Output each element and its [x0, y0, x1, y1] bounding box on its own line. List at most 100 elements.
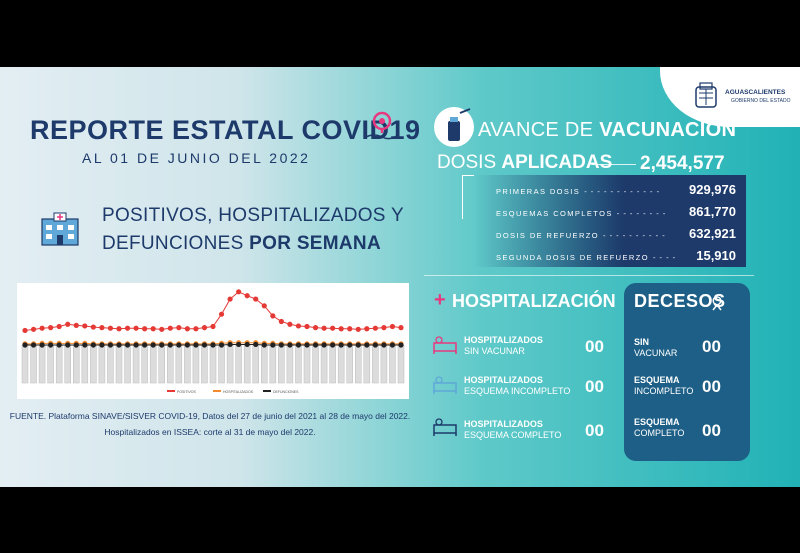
legend-label: HOSPITALIZADOS: [223, 390, 254, 394]
data-point: [56, 323, 62, 330]
data-point: [278, 318, 284, 325]
data-point: [389, 323, 396, 330]
dosis-row-value: 15,910: [696, 248, 736, 263]
data-point: [381, 325, 387, 331]
data-point: [159, 326, 165, 332]
decesos-row-value: 00: [702, 377, 721, 396]
week-column: [286, 344, 294, 384]
data-point: [124, 325, 131, 331]
weekly-title-line1: POSITIVOS, HOSPITALIZADOS Y: [102, 205, 404, 226]
dosis-row: SEGUNDA DOSIS DE REFUERZO - - - - 15,910: [496, 248, 742, 263]
data-point: [99, 325, 105, 331]
data-point: [304, 323, 310, 330]
data-point: [116, 326, 122, 332]
data-point: [321, 325, 327, 331]
week-column: [389, 344, 396, 384]
source-line2: Hospitalizados en ISSEA: corte al 31 de …: [104, 427, 316, 437]
week-column: [73, 344, 80, 384]
source-line1: FUENTE. Plataforma SINAVE/SISVER COVID-1…: [9, 411, 411, 421]
dosis-bracket-vertical: [462, 175, 463, 219]
data-point: [295, 342, 302, 348]
report-title: REPORTE ESTATAL COVID19: [30, 115, 421, 145]
hosp-row-label: ESQUEMA INCOMPLETO: [464, 386, 571, 396]
data-point: [56, 342, 62, 348]
data-point: [270, 313, 276, 319]
weekly-line-chart: POSITIVOS HOSPITALIZADOS DEFUNCIONES: [17, 283, 409, 399]
data-point: [364, 326, 370, 332]
hosp-row-esquema-incompleto: HOSPITALIZADOS ESQUEMA INCOMPLETO: [464, 375, 570, 397]
week-column: [90, 344, 97, 384]
data-point: [244, 293, 250, 299]
week-column: [124, 344, 131, 384]
vacunacion-title-regular: AVANCE DE: [478, 119, 600, 141]
data-point: [338, 326, 344, 332]
week-column: [355, 344, 362, 384]
chart-svg: POSITIVOS HOSPITALIZADOS DEFUNCIONES: [21, 289, 405, 394]
dosis-divider: [592, 164, 636, 165]
week-column: [235, 344, 242, 384]
hosp-row-bold: HOSPITALIZADOS: [464, 375, 543, 385]
dosis-row-value: 861,770: [689, 204, 736, 219]
data-point: [82, 323, 88, 329]
dosis-bracket-top: [462, 175, 474, 176]
data-point: [48, 342, 54, 348]
data-point: [287, 321, 293, 327]
hosp-row-value: 00: [585, 421, 604, 440]
decesos-row-esquema-incompleto: ESQUEMA INCOMPLETO: [634, 375, 693, 397]
data-point: [176, 325, 182, 331]
legend-label: DEFUNCIONES: [273, 390, 299, 394]
hosp-row-label: ESQUEMA COMPLETO: [464, 430, 562, 440]
week-column: [81, 344, 89, 384]
data-point: [39, 342, 45, 348]
data-point: [227, 296, 233, 302]
data-point: [201, 342, 208, 348]
data-point: [184, 342, 190, 348]
dosis-row-label: PRIMERAS DOSIS: [496, 187, 581, 196]
hosp-row-value: 00: [585, 337, 604, 356]
dosis-row-label: ESQUEMAS COMPLETOS: [496, 209, 613, 218]
week-column: [107, 344, 114, 384]
week-column: [337, 344, 345, 384]
week-column: [363, 344, 371, 384]
data-point: [261, 303, 267, 309]
data-point: [116, 342, 122, 348]
data-point: [278, 342, 284, 348]
decesos-row-value: 00: [702, 421, 721, 440]
data-point: [99, 342, 105, 348]
dosis-label-regular: DOSIS: [437, 152, 502, 173]
week-column: [132, 344, 140, 384]
week-column: [30, 344, 37, 384]
week-column: [21, 344, 29, 384]
data-point: [261, 342, 267, 348]
week-column: [149, 344, 157, 384]
data-point: [218, 342, 225, 348]
logo-background: [660, 67, 800, 127]
week-column: [380, 344, 388, 384]
data-point: [73, 342, 79, 348]
week-column: [218, 344, 225, 384]
data-point: [107, 325, 114, 331]
decesos-row-label: INCOMPLETO: [634, 386, 694, 396]
data-point: [65, 321, 71, 327]
data-point: [253, 296, 259, 302]
legend-label: POSITIVOS: [177, 390, 197, 394]
week-column: [372, 344, 379, 384]
data-point: [330, 342, 336, 348]
week-column: [261, 344, 268, 384]
data-point: [218, 311, 225, 317]
dosis-row-label: DOSIS DE REFUERZO: [496, 231, 599, 240]
week-column: [158, 344, 165, 384]
data-point: [167, 342, 173, 348]
hosp-row-value: 00: [585, 377, 604, 396]
data-point: [312, 342, 319, 348]
section-divider: [424, 275, 754, 276]
data-point: [347, 342, 353, 348]
decesos-row-sin-vacunar: SIN VACUNAR: [634, 337, 677, 359]
week-column: [329, 344, 336, 384]
weekly-title-bold: POR SEMANA: [249, 233, 381, 254]
decesos-row-bold: ESQUEMA: [634, 417, 680, 427]
data-point: [73, 322, 79, 328]
plus-icon: +: [434, 289, 446, 311]
weekly-title-line2: DEFUNCIONES POR SEMANA: [102, 233, 381, 255]
data-point: [30, 342, 37, 348]
